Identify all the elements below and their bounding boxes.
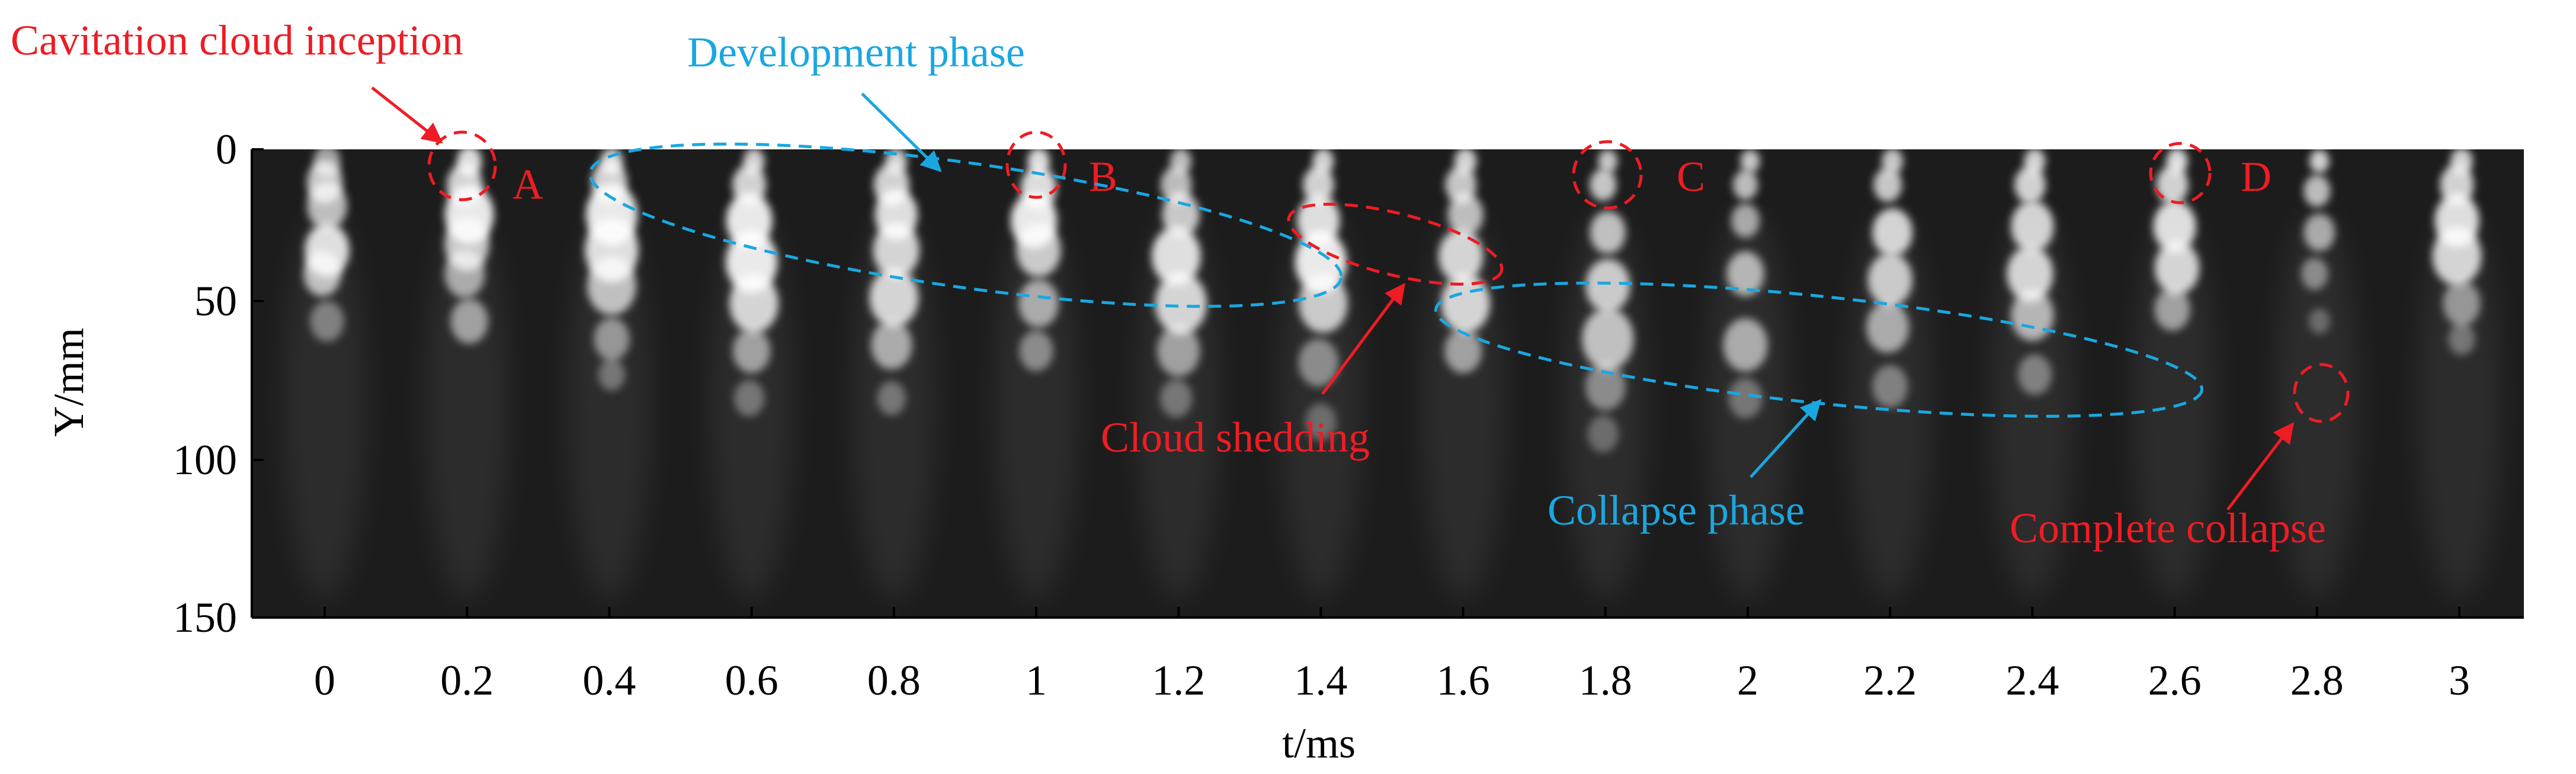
marker-b-circle (1005, 130, 1067, 199)
x-tick-label: 0.2 (440, 657, 494, 704)
marker-c-label: C (1677, 153, 1705, 200)
y-tick-label: 100 (173, 436, 237, 484)
marker-a-circle (427, 130, 497, 202)
x-tick-label: 1.8 (1579, 657, 1632, 704)
y-axis-ticks: 0 50 100 150 (173, 126, 264, 641)
cavitation-plume-frame (2418, 148, 2501, 600)
cavitation-plume-frame (2133, 148, 2216, 600)
x-tick-label: 2 (1737, 657, 1758, 704)
y-tick-label: 50 (194, 277, 237, 325)
cloud-shedding-ellipse (1287, 203, 1504, 286)
x-tick-label: 2.4 (2005, 657, 2059, 704)
cavitation-plume-frame (710, 148, 793, 600)
y-axis-label: Y/mm (45, 328, 92, 437)
x-tick-label: 2.8 (2290, 657, 2344, 704)
marker-d-circle (2149, 142, 2212, 204)
cavitation-plume-frame (1706, 149, 1789, 600)
cavitation-plume-frame (1991, 148, 2074, 600)
marker-a-label: A (512, 161, 543, 208)
cavitation-plume-frame (2275, 149, 2359, 600)
x-tick-label: 1.2 (1152, 657, 1205, 704)
development-phase-label: Development phase (687, 28, 1025, 76)
x-tick-label: 1.4 (1294, 657, 1347, 704)
x-tick-label: 3 (2449, 657, 2470, 704)
x-tick-label: 2.6 (2148, 657, 2202, 704)
x-tick-label: 0.6 (725, 657, 778, 704)
marker-d-label: D (2241, 153, 2271, 200)
inception-label: Cavitation cloud inception (11, 17, 463, 64)
x-tick-label: 0.4 (582, 657, 636, 704)
cavitation-plume-frame (852, 148, 935, 600)
cavitation-plume-frame (1563, 149, 1647, 600)
cavitation-plume-frame (283, 145, 366, 600)
annotations: Cavitation cloud inception A B C D Devel… (11, 17, 2350, 552)
cavitation-plume-frame (1421, 148, 1505, 600)
y-tick-label: 0 (216, 126, 237, 173)
marker-b-label: B (1089, 153, 1117, 200)
complete-collapse-label: Complete collapse (2010, 504, 2326, 552)
cavitation-plumes (283, 145, 2501, 600)
cavitation-plume-frame (1848, 148, 1932, 600)
complete-collapse-circle (2293, 363, 2350, 423)
collapse-phase-arrow (1750, 399, 1822, 478)
y-tick-label: 150 (173, 594, 237, 641)
x-axis-ticks: 0 0.2 0.4 0.6 0.8 1 1.2 1.4 1.6 1.8 2 2.2 2.4 2.6 2.8 3 (314, 607, 2470, 704)
complete-collapse-arrow (2226, 422, 2295, 511)
cloud-shedding-label: Cloud shedding (1101, 414, 1370, 461)
collapse-phase-label: Collapse phase (1547, 487, 1805, 534)
x-tick-label: 0.8 (867, 657, 921, 704)
cavitation-plume-frame (568, 148, 651, 600)
x-tick-label: 1 (1026, 657, 1047, 704)
cavitation-plume-frame (1279, 148, 1363, 600)
cavitation-plume-frame (995, 148, 1078, 600)
x-tick-label: 2.2 (1863, 657, 1917, 704)
inception-arrow (371, 87, 443, 144)
marker-c-circle (1572, 140, 1643, 210)
x-tick-label: 0 (314, 657, 335, 704)
x-tick-label: 1.6 (1437, 657, 1490, 704)
x-axis-label: t/ms (1282, 719, 1356, 767)
development-phase-ellipse (588, 142, 1343, 308)
cloud-shedding-arrow (1321, 283, 1406, 395)
cavitation-plume-frame (425, 146, 509, 600)
